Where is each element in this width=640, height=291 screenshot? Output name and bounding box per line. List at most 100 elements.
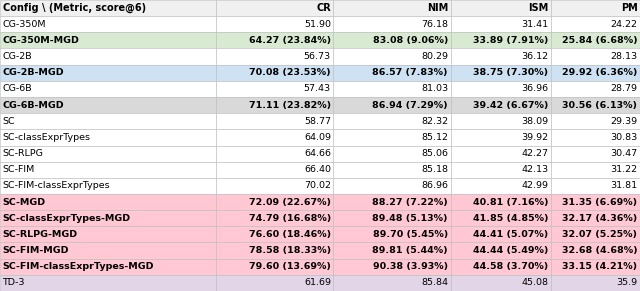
Bar [216, 49, 333, 65]
Text: 89.48 (5.13%): 89.48 (5.13%) [372, 214, 448, 223]
Text: 57.43: 57.43 [304, 84, 331, 93]
Text: SC: SC [3, 117, 15, 126]
Bar [551, 129, 640, 146]
Bar [0, 162, 216, 178]
Text: 85.12: 85.12 [421, 133, 448, 142]
Text: TD-3: TD-3 [3, 278, 25, 288]
Text: 56.73: 56.73 [304, 52, 331, 61]
Text: 32.07 (5.25%): 32.07 (5.25%) [563, 230, 637, 239]
Bar [451, 226, 551, 242]
Text: Config \ (Metric, score@6): Config \ (Metric, score@6) [3, 3, 146, 13]
Text: 31.81: 31.81 [611, 181, 637, 190]
Bar [333, 259, 451, 275]
Text: SC-FIM-MGD: SC-FIM-MGD [3, 246, 69, 255]
Bar [0, 0, 216, 16]
Text: 79.60 (13.69%): 79.60 (13.69%) [249, 262, 331, 271]
Bar [216, 194, 333, 210]
Text: ISM: ISM [528, 3, 548, 13]
Bar [551, 259, 640, 275]
Text: 80.29: 80.29 [421, 52, 448, 61]
Bar [0, 65, 216, 81]
Bar [0, 194, 216, 210]
Bar [451, 210, 551, 226]
Text: 42.13: 42.13 [522, 165, 548, 174]
Bar [216, 178, 333, 194]
Text: 66.40: 66.40 [304, 165, 331, 174]
Bar [333, 146, 451, 162]
Bar [0, 178, 216, 194]
Bar [0, 129, 216, 146]
Bar [551, 0, 640, 16]
Bar [451, 242, 551, 259]
Text: CG-350M: CG-350M [3, 20, 46, 29]
Text: 82.32: 82.32 [421, 117, 448, 126]
Text: 88.27 (7.22%): 88.27 (7.22%) [372, 198, 448, 207]
Bar [216, 210, 333, 226]
Text: 28.79: 28.79 [611, 84, 637, 93]
Bar [551, 162, 640, 178]
Text: CG-6B-MGD: CG-6B-MGD [3, 101, 64, 110]
Text: 83.08 (9.06%): 83.08 (9.06%) [372, 36, 448, 45]
Text: 81.03: 81.03 [421, 84, 448, 93]
Bar [551, 81, 640, 97]
Text: SC-classExprTypes: SC-classExprTypes [3, 133, 91, 142]
Bar [333, 113, 451, 129]
Text: 85.84: 85.84 [421, 278, 448, 288]
Text: 86.57 (7.83%): 86.57 (7.83%) [372, 68, 448, 77]
Bar [333, 162, 451, 178]
Text: SC-RLPG: SC-RLPG [3, 149, 44, 158]
Bar [451, 32, 551, 49]
Bar [216, 162, 333, 178]
Text: 33.15 (4.21%): 33.15 (4.21%) [563, 262, 637, 271]
Text: 78.58 (18.33%): 78.58 (18.33%) [249, 246, 331, 255]
Text: 64.66: 64.66 [304, 149, 331, 158]
Text: 39.42 (6.67%): 39.42 (6.67%) [473, 101, 548, 110]
Text: 31.41: 31.41 [522, 20, 548, 29]
Text: 41.85 (4.85%): 41.85 (4.85%) [473, 214, 548, 223]
Text: 33.89 (7.91%): 33.89 (7.91%) [473, 36, 548, 45]
Bar [0, 226, 216, 242]
Text: 24.22: 24.22 [611, 20, 637, 29]
Text: 86.96: 86.96 [421, 181, 448, 190]
Bar [451, 129, 551, 146]
Bar [551, 113, 640, 129]
Bar [216, 259, 333, 275]
Text: 30.47: 30.47 [611, 149, 637, 158]
Text: SC-classExprTypes-MGD: SC-classExprTypes-MGD [3, 214, 131, 223]
Bar [333, 178, 451, 194]
Text: 85.18: 85.18 [421, 165, 448, 174]
Text: 32.68 (4.68%): 32.68 (4.68%) [562, 246, 637, 255]
Bar [333, 242, 451, 259]
Bar [0, 16, 216, 32]
Text: SC-FIM-classExprTypes-MGD: SC-FIM-classExprTypes-MGD [3, 262, 154, 271]
Text: 42.99: 42.99 [522, 181, 548, 190]
Text: SC-RLPG-MGD: SC-RLPG-MGD [3, 230, 77, 239]
Text: 76.18: 76.18 [421, 20, 448, 29]
Text: 44.58 (3.70%): 44.58 (3.70%) [473, 262, 548, 271]
Text: 89.70 (5.45%): 89.70 (5.45%) [372, 230, 448, 239]
Text: 36.12: 36.12 [522, 52, 548, 61]
Bar [333, 65, 451, 81]
Bar [216, 113, 333, 129]
Text: 30.56 (6.13%): 30.56 (6.13%) [563, 101, 637, 110]
Text: SC-FIM: SC-FIM [3, 165, 35, 174]
Bar [216, 81, 333, 97]
Text: 44.41 (5.07%): 44.41 (5.07%) [473, 230, 548, 239]
Bar [0, 81, 216, 97]
Bar [551, 16, 640, 32]
Bar [216, 275, 333, 291]
Text: 86.94 (7.29%): 86.94 (7.29%) [372, 101, 448, 110]
Text: 29.92 (6.36%): 29.92 (6.36%) [562, 68, 637, 77]
Text: 35.9: 35.9 [616, 278, 637, 288]
Bar [0, 275, 216, 291]
Bar [0, 242, 216, 259]
Text: 58.77: 58.77 [304, 117, 331, 126]
Text: 42.27: 42.27 [522, 149, 548, 158]
Bar [333, 226, 451, 242]
Bar [333, 210, 451, 226]
Text: PM: PM [621, 3, 637, 13]
Bar [0, 259, 216, 275]
Bar [333, 16, 451, 32]
Bar [451, 146, 551, 162]
Bar [551, 49, 640, 65]
